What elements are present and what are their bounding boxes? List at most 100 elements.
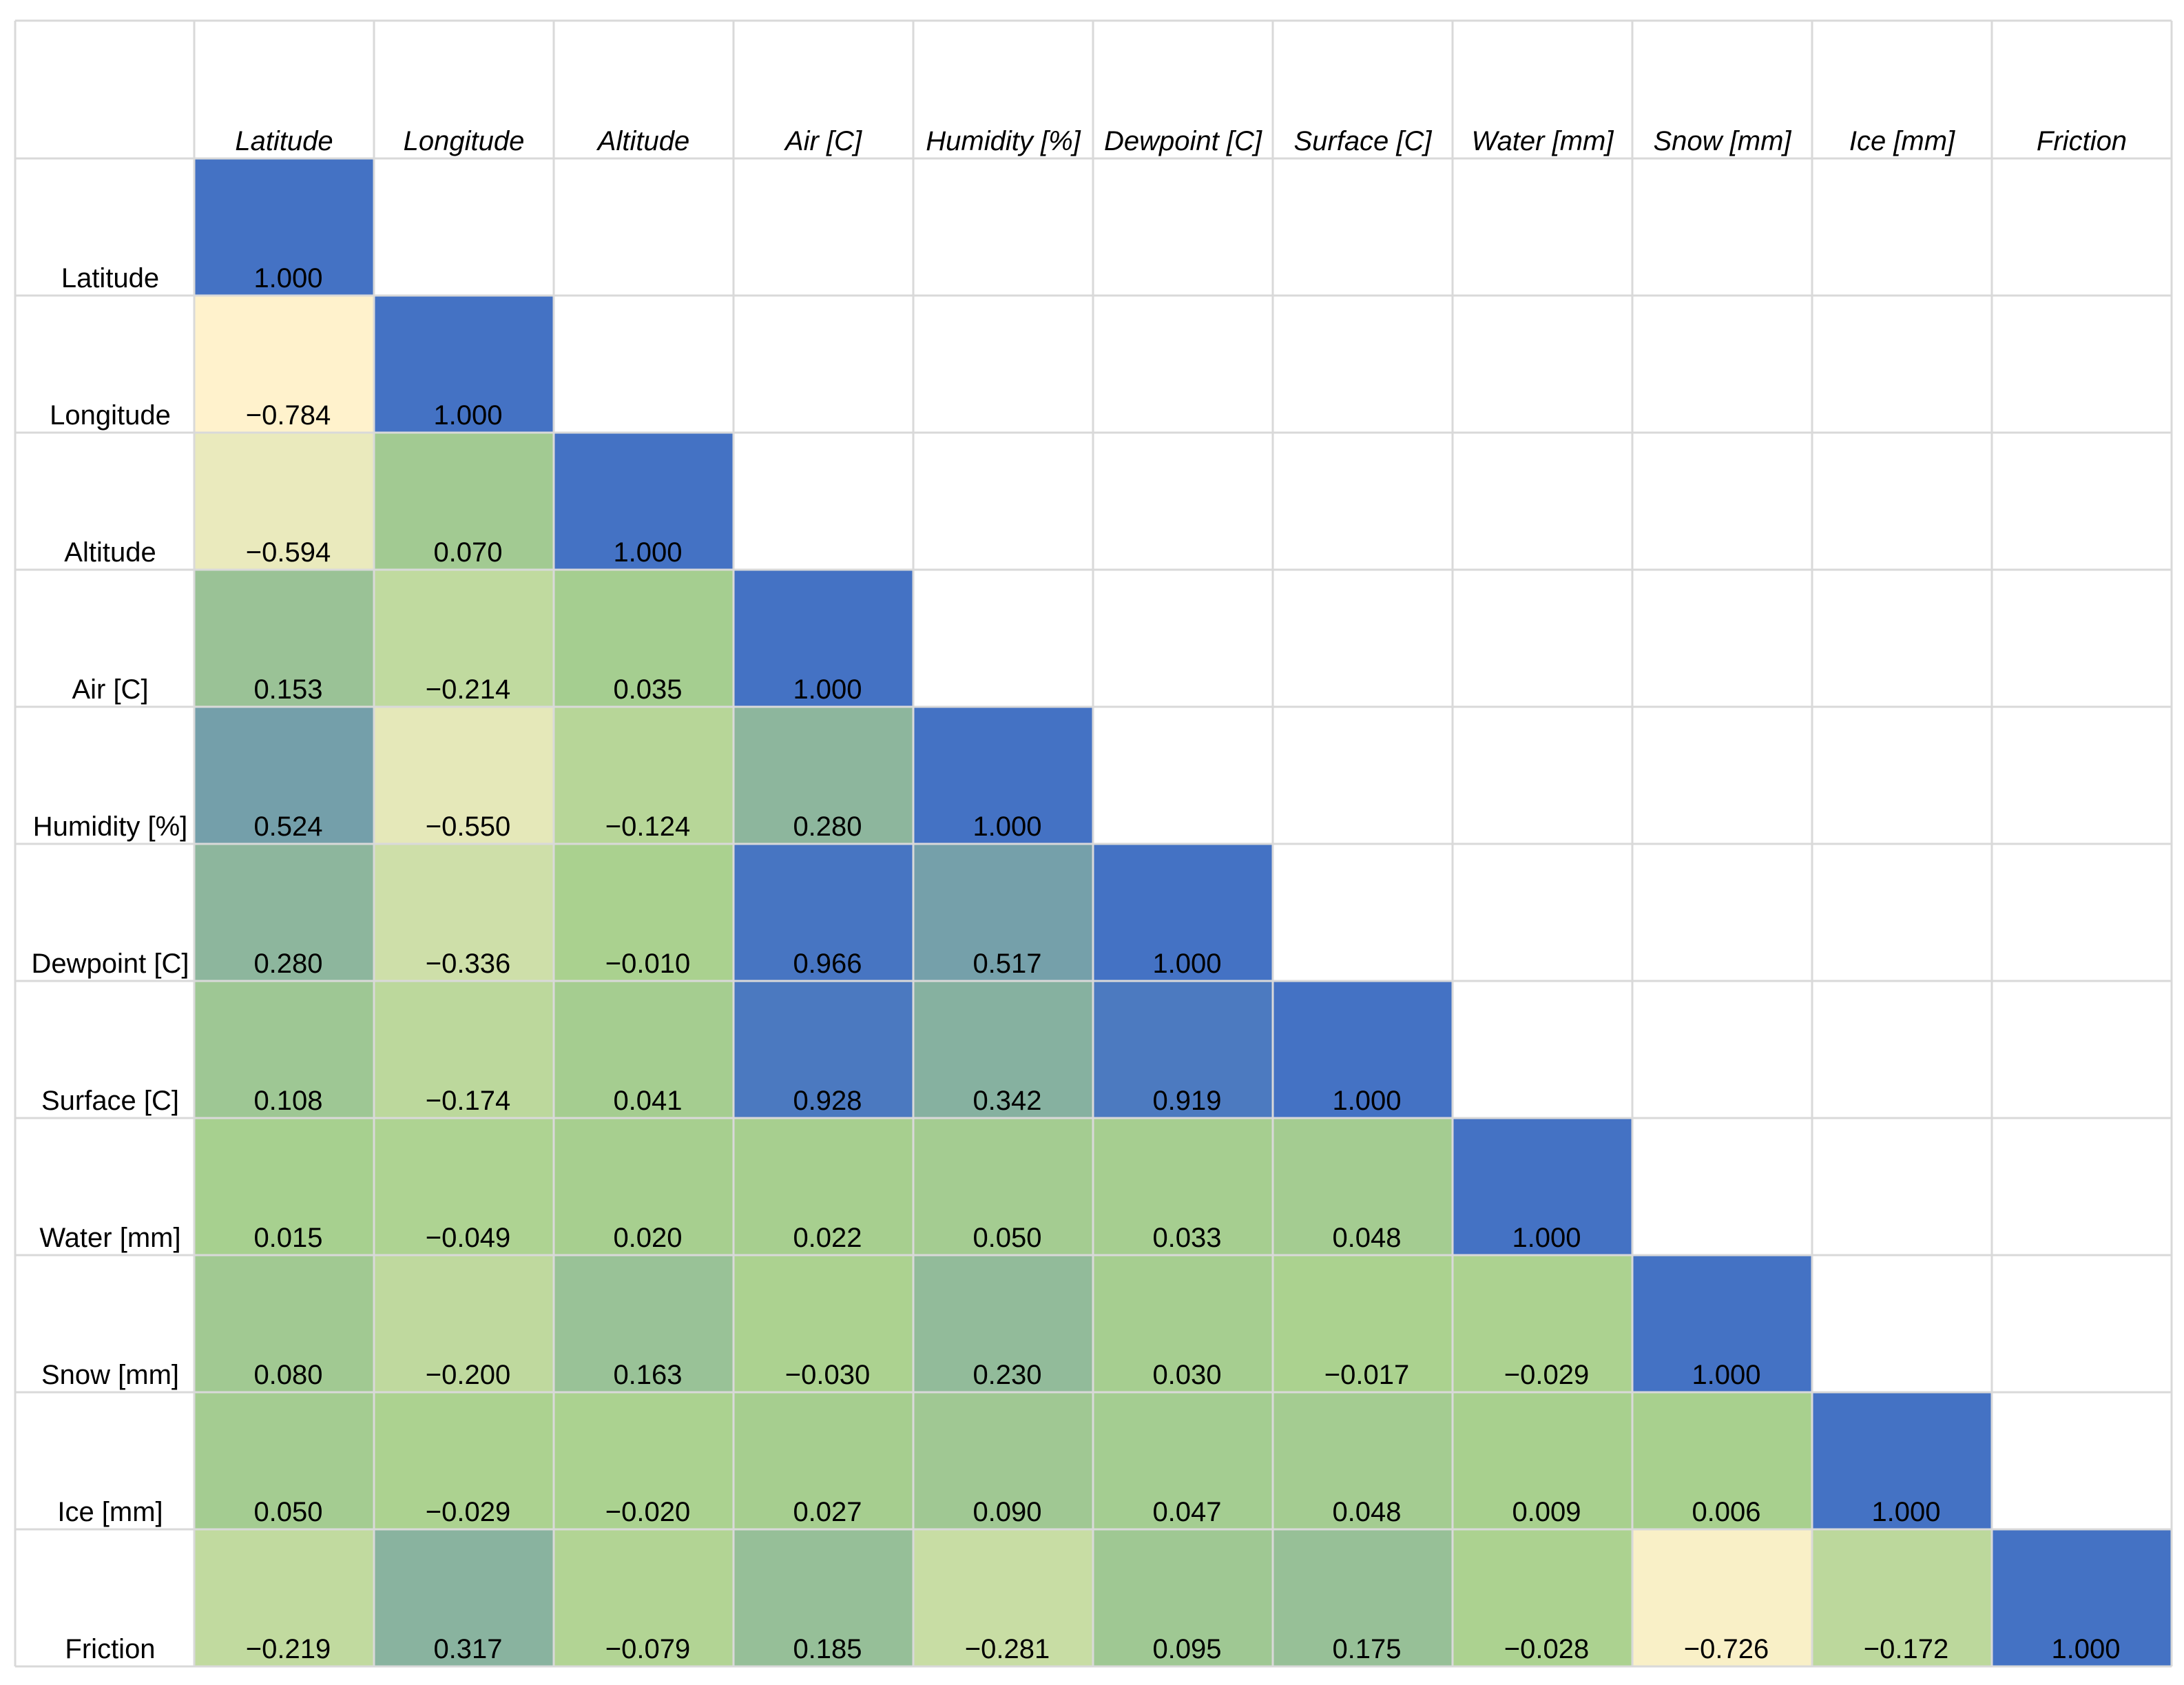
heatmap-cell-ice-mm-surface-c bbox=[1273, 1392, 1453, 1529]
heatmap-cell-friction-water-mm bbox=[1453, 1529, 1632, 1666]
cell-value-friction-longitude: 0.317 bbox=[433, 1634, 502, 1664]
cell-value-friction-latitude: −0.219 bbox=[246, 1634, 331, 1664]
cell-value-ice-mm-longitude: −0.029 bbox=[426, 1497, 510, 1527]
heatmap-cell-water-mm-air-c bbox=[734, 1118, 913, 1255]
heatmap-cell-dewpoint-c-latitude bbox=[194, 844, 374, 981]
heatmap-cell-surface-c-latitude bbox=[194, 981, 374, 1118]
heatmap-cell-water-mm-latitude bbox=[194, 1118, 374, 1255]
row-label-ice-mm: Ice [mm] bbox=[57, 1497, 163, 1527]
heatmap-cell-snow-mm-surface-c bbox=[1273, 1255, 1453, 1392]
row-label-dewpoint-c: Dewpoint [C] bbox=[32, 949, 189, 979]
cell-value-surface-c-humidity: 0.342 bbox=[973, 1086, 1041, 1116]
column-label-ice-mm: Ice [mm] bbox=[1849, 126, 1955, 156]
row-label-humidity: Humidity [%] bbox=[33, 812, 188, 842]
cell-value-air-c-altitude: 0.035 bbox=[613, 674, 682, 705]
cell-value-dewpoint-c-dewpoint-c: 1.000 bbox=[1152, 949, 1221, 979]
cell-value-humidity-longitude: −0.550 bbox=[426, 812, 510, 842]
cell-value-altitude-latitude: −0.594 bbox=[246, 537, 331, 568]
cell-value-longitude-latitude: −0.784 bbox=[246, 400, 331, 431]
cell-value-surface-c-longitude: −0.174 bbox=[426, 1086, 510, 1116]
cell-value-friction-air-c: 0.185 bbox=[793, 1634, 862, 1664]
row-labels: Latitude Longitude Altitude Air [C] Humidity… bbox=[32, 263, 189, 1664]
heatmap-cell-surface-c-altitude bbox=[554, 981, 734, 1118]
column-label-surface-c: Surface [C] bbox=[1293, 126, 1432, 156]
column-label-dewpoint-c: Dewpoint [C] bbox=[1104, 126, 1262, 156]
cell-value-ice-mm-humidity: 0.090 bbox=[973, 1497, 1041, 1527]
column-label-friction: Friction bbox=[2037, 126, 2127, 156]
cell-value-friction-friction: 1.000 bbox=[2051, 1634, 2120, 1664]
heatmap-cell-air-c-air-c bbox=[734, 570, 913, 707]
heatmap-cell-friction-dewpoint-c bbox=[1093, 1529, 1273, 1666]
heatmap-cell-surface-c-air-c bbox=[734, 981, 913, 1118]
heatmap-cell-air-c-altitude bbox=[554, 570, 734, 707]
column-label-humidity: Humidity [%] bbox=[926, 126, 1081, 156]
heatmap-cell-ice-mm-longitude bbox=[374, 1392, 554, 1529]
heatmap-cell-friction-ice-mm bbox=[1812, 1529, 1992, 1666]
cell-value-friction-water-mm: −0.028 bbox=[1504, 1634, 1589, 1664]
heatmap-cells bbox=[194, 158, 2172, 1666]
heatmap-cell-ice-mm-water-mm bbox=[1453, 1392, 1632, 1529]
cell-value-ice-mm-dewpoint-c: 0.047 bbox=[1152, 1497, 1221, 1527]
cell-value-snow-mm-humidity: 0.230 bbox=[973, 1360, 1041, 1390]
heatmap-cell-humidity-longitude bbox=[374, 707, 554, 844]
cell-value-surface-c-latitude: 0.108 bbox=[253, 1086, 322, 1116]
heatmap-cell-snow-mm-snow-mm bbox=[1632, 1255, 1812, 1392]
column-label-water-mm: Water [mm] bbox=[1472, 126, 1614, 156]
cell-value-altitude-longitude: 0.070 bbox=[433, 537, 502, 568]
cell-value-latitude-latitude: 1.000 bbox=[253, 263, 322, 293]
cell-value-water-mm-longitude: −0.049 bbox=[426, 1223, 510, 1253]
row-label-friction: Friction bbox=[65, 1634, 155, 1664]
heatmap-grid bbox=[14, 19, 2173, 1668]
cell-value-snow-mm-water-mm: −0.029 bbox=[1504, 1360, 1589, 1390]
cell-value-snow-mm-dewpoint-c: 0.030 bbox=[1152, 1360, 1221, 1390]
cell-value-snow-mm-latitude: 0.080 bbox=[253, 1360, 322, 1390]
heatmap-cell-water-mm-humidity bbox=[913, 1118, 1093, 1255]
cell-value-snow-mm-longitude: −0.200 bbox=[426, 1360, 510, 1390]
cell-values: 1.000 −0.784 1.000 −0.594 0.070 1.000 0.153 −0.… bbox=[246, 263, 2121, 1664]
heatmap-cell-snow-mm-water-mm bbox=[1453, 1255, 1632, 1392]
cell-value-water-mm-water-mm: 1.000 bbox=[1512, 1223, 1581, 1253]
heatmap-cell-ice-mm-ice-mm bbox=[1812, 1392, 1992, 1529]
heatmap-cell-dewpoint-c-humidity bbox=[913, 844, 1093, 981]
cell-value-ice-mm-surface-c: 0.048 bbox=[1332, 1497, 1401, 1527]
cell-value-friction-snow-mm: −0.726 bbox=[1684, 1634, 1769, 1664]
heatmap-cell-longitude-latitude bbox=[194, 296, 374, 433]
column-label-air-c: Air [C] bbox=[784, 126, 862, 156]
cell-value-dewpoint-c-longitude: −0.336 bbox=[426, 949, 510, 979]
cell-value-friction-ice-mm: −0.172 bbox=[1864, 1634, 1948, 1664]
heatmap-cell-water-mm-surface-c bbox=[1273, 1118, 1453, 1255]
heatmap-cell-water-mm-water-mm bbox=[1453, 1118, 1632, 1255]
heatmap-cell-humidity-latitude bbox=[194, 707, 374, 844]
heatmap-cell-friction-surface-c bbox=[1273, 1529, 1453, 1666]
cell-value-dewpoint-c-air-c: 0.966 bbox=[793, 949, 862, 979]
cell-value-dewpoint-c-altitude: −0.010 bbox=[605, 949, 690, 979]
cell-value-humidity-air-c: 0.280 bbox=[793, 812, 862, 842]
row-label-surface-c: Surface [C] bbox=[41, 1086, 179, 1116]
row-label-water-mm: Water [mm] bbox=[39, 1223, 180, 1253]
heatmap-cell-altitude-longitude bbox=[374, 433, 554, 570]
heatmap-cell-surface-c-surface-c bbox=[1273, 981, 1453, 1118]
heatmap-cell-friction-snow-mm bbox=[1632, 1529, 1812, 1666]
cell-value-water-mm-surface-c: 0.048 bbox=[1332, 1223, 1401, 1253]
cell-value-altitude-altitude: 1.000 bbox=[613, 537, 682, 568]
cell-value-surface-c-dewpoint-c: 0.919 bbox=[1152, 1086, 1221, 1116]
row-label-air-c: Air [C] bbox=[72, 674, 148, 705]
heatmap-cell-air-c-longitude bbox=[374, 570, 554, 707]
heatmap-cell-friction-longitude bbox=[374, 1529, 554, 1666]
cell-value-friction-altitude: −0.079 bbox=[605, 1634, 690, 1664]
cell-value-ice-mm-latitude: 0.050 bbox=[253, 1497, 322, 1527]
column-label-snow-mm: Snow [mm] bbox=[1653, 126, 1791, 156]
cell-value-air-c-latitude: 0.153 bbox=[253, 674, 322, 705]
cell-value-air-c-air-c: 1.000 bbox=[793, 674, 862, 705]
cell-value-water-mm-dewpoint-c: 0.033 bbox=[1152, 1223, 1221, 1253]
cell-value-humidity-humidity: 1.000 bbox=[973, 812, 1041, 842]
cell-value-water-mm-latitude: 0.015 bbox=[253, 1223, 322, 1253]
heatmap-cell-water-mm-dewpoint-c bbox=[1093, 1118, 1273, 1255]
heatmap-cell-altitude-altitude bbox=[554, 433, 734, 570]
heatmap-cell-surface-c-dewpoint-c bbox=[1093, 981, 1273, 1118]
heatmap-cell-snow-mm-latitude bbox=[194, 1255, 374, 1392]
cell-value-longitude-longitude: 1.000 bbox=[433, 400, 502, 431]
heatmap-cell-ice-mm-air-c bbox=[734, 1392, 913, 1529]
heatmap-cell-friction-friction bbox=[1992, 1529, 2172, 1666]
